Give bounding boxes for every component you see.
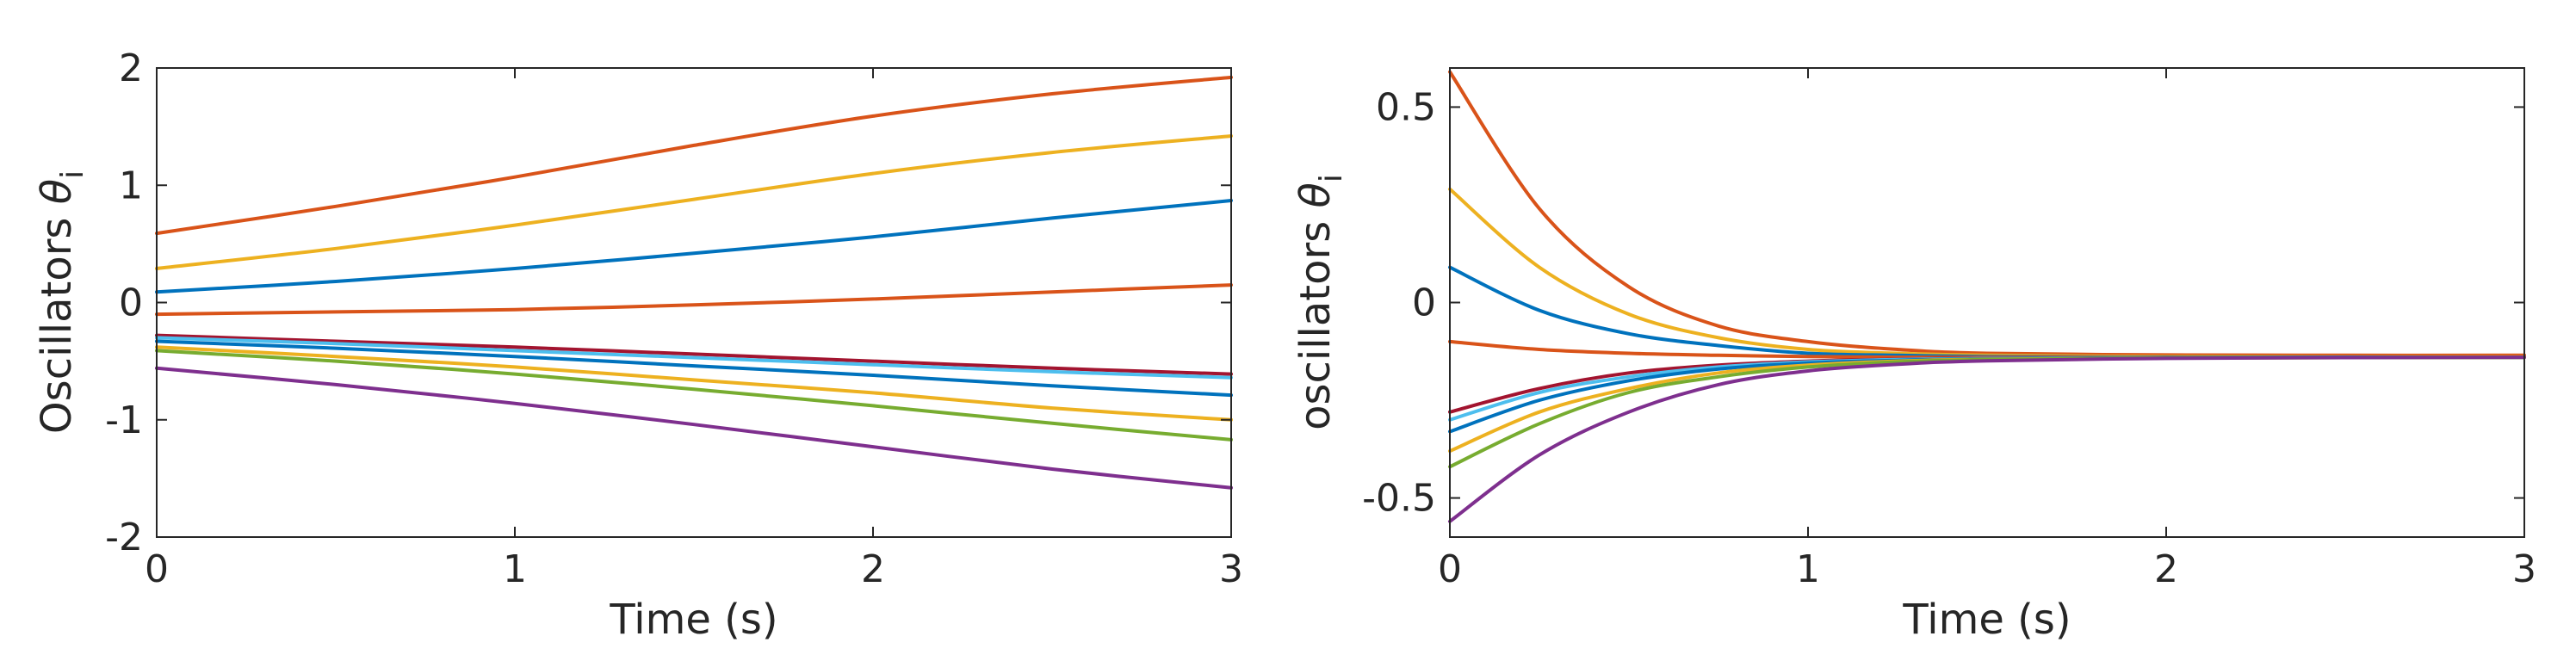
- left-x-tick-label: 0: [145, 547, 169, 591]
- left-y-tick-label: -1: [105, 398, 143, 442]
- left-series-line-5: [155, 333, 1233, 376]
- left-tick-layer: 0 1 2 3 -2 -1 0 1 2: [105, 46, 1243, 591]
- left-x-tick-label: 2: [861, 547, 885, 591]
- right-x-tick-label: 0: [1438, 547, 1462, 591]
- right-y-axis-label-theta: θ: [1291, 182, 1340, 207]
- left-y-tick-label: 1: [119, 164, 143, 207]
- right-x-axis-label: Time (s): [1902, 596, 2071, 644]
- left-y-axis-label: Oscillators θi: [33, 170, 90, 434]
- right-chart-panel: 0 1 2 3-0.500.5 Time (s) oscillators θi: [1291, 67, 2536, 644]
- left-series-line-7: [155, 339, 1233, 398]
- left-series-line-9: [155, 349, 1233, 442]
- right-tick-layer: 0 1 2 3-0.500.5: [1362, 68, 2536, 591]
- left-series-line-6: [155, 336, 1233, 380]
- left-y-tick-label: 2: [119, 46, 143, 90]
- left-x-tick-label: 3: [1219, 547, 1243, 591]
- right-y-tick-label: -0.5: [1362, 477, 1436, 521]
- right-y-tick-label: 0: [1412, 281, 1436, 325]
- left-y-axis-label-theta: θ: [33, 179, 81, 204]
- right-series-line-10: [1448, 355, 2526, 523]
- left-series-line-1: [155, 75, 1233, 236]
- left-series-line-4: [155, 283, 1233, 317]
- left-series-line-10: [155, 366, 1233, 490]
- right-y-axis-label: oscillators θi: [1291, 174, 1349, 430]
- left-series-line-3: [155, 199, 1233, 294]
- left-series-layer: [155, 75, 1233, 490]
- right-x-tick-label: 3: [2512, 547, 2536, 591]
- left-x-axis-label: Time (s): [609, 596, 777, 644]
- left-chart-panel: 0 1 2 3 -2 -1 0 1 2 Time (s) Oscillators θi: [33, 46, 1243, 644]
- right-x-tick-label: 1: [1796, 547, 1820, 591]
- left-y-axis-label-text: Oscillators: [33, 204, 81, 434]
- left-y-axis-label-subscript: i: [55, 170, 90, 179]
- left-series-line-8: [155, 345, 1233, 422]
- left-x-tick-label: 1: [503, 547, 527, 591]
- left-y-tick-label: -2: [105, 516, 143, 559]
- right-series-layer: [1448, 70, 2526, 523]
- right-y-axis-label-subscript: i: [1314, 174, 1349, 182]
- left-series-line-2: [155, 134, 1233, 270]
- right-y-tick-label: 0.5: [1376, 85, 1436, 129]
- right-x-tick-label: 2: [2154, 547, 2178, 591]
- right-y-axis-label-text: oscillators: [1291, 208, 1340, 430]
- left-y-tick-label: 0: [119, 281, 143, 325]
